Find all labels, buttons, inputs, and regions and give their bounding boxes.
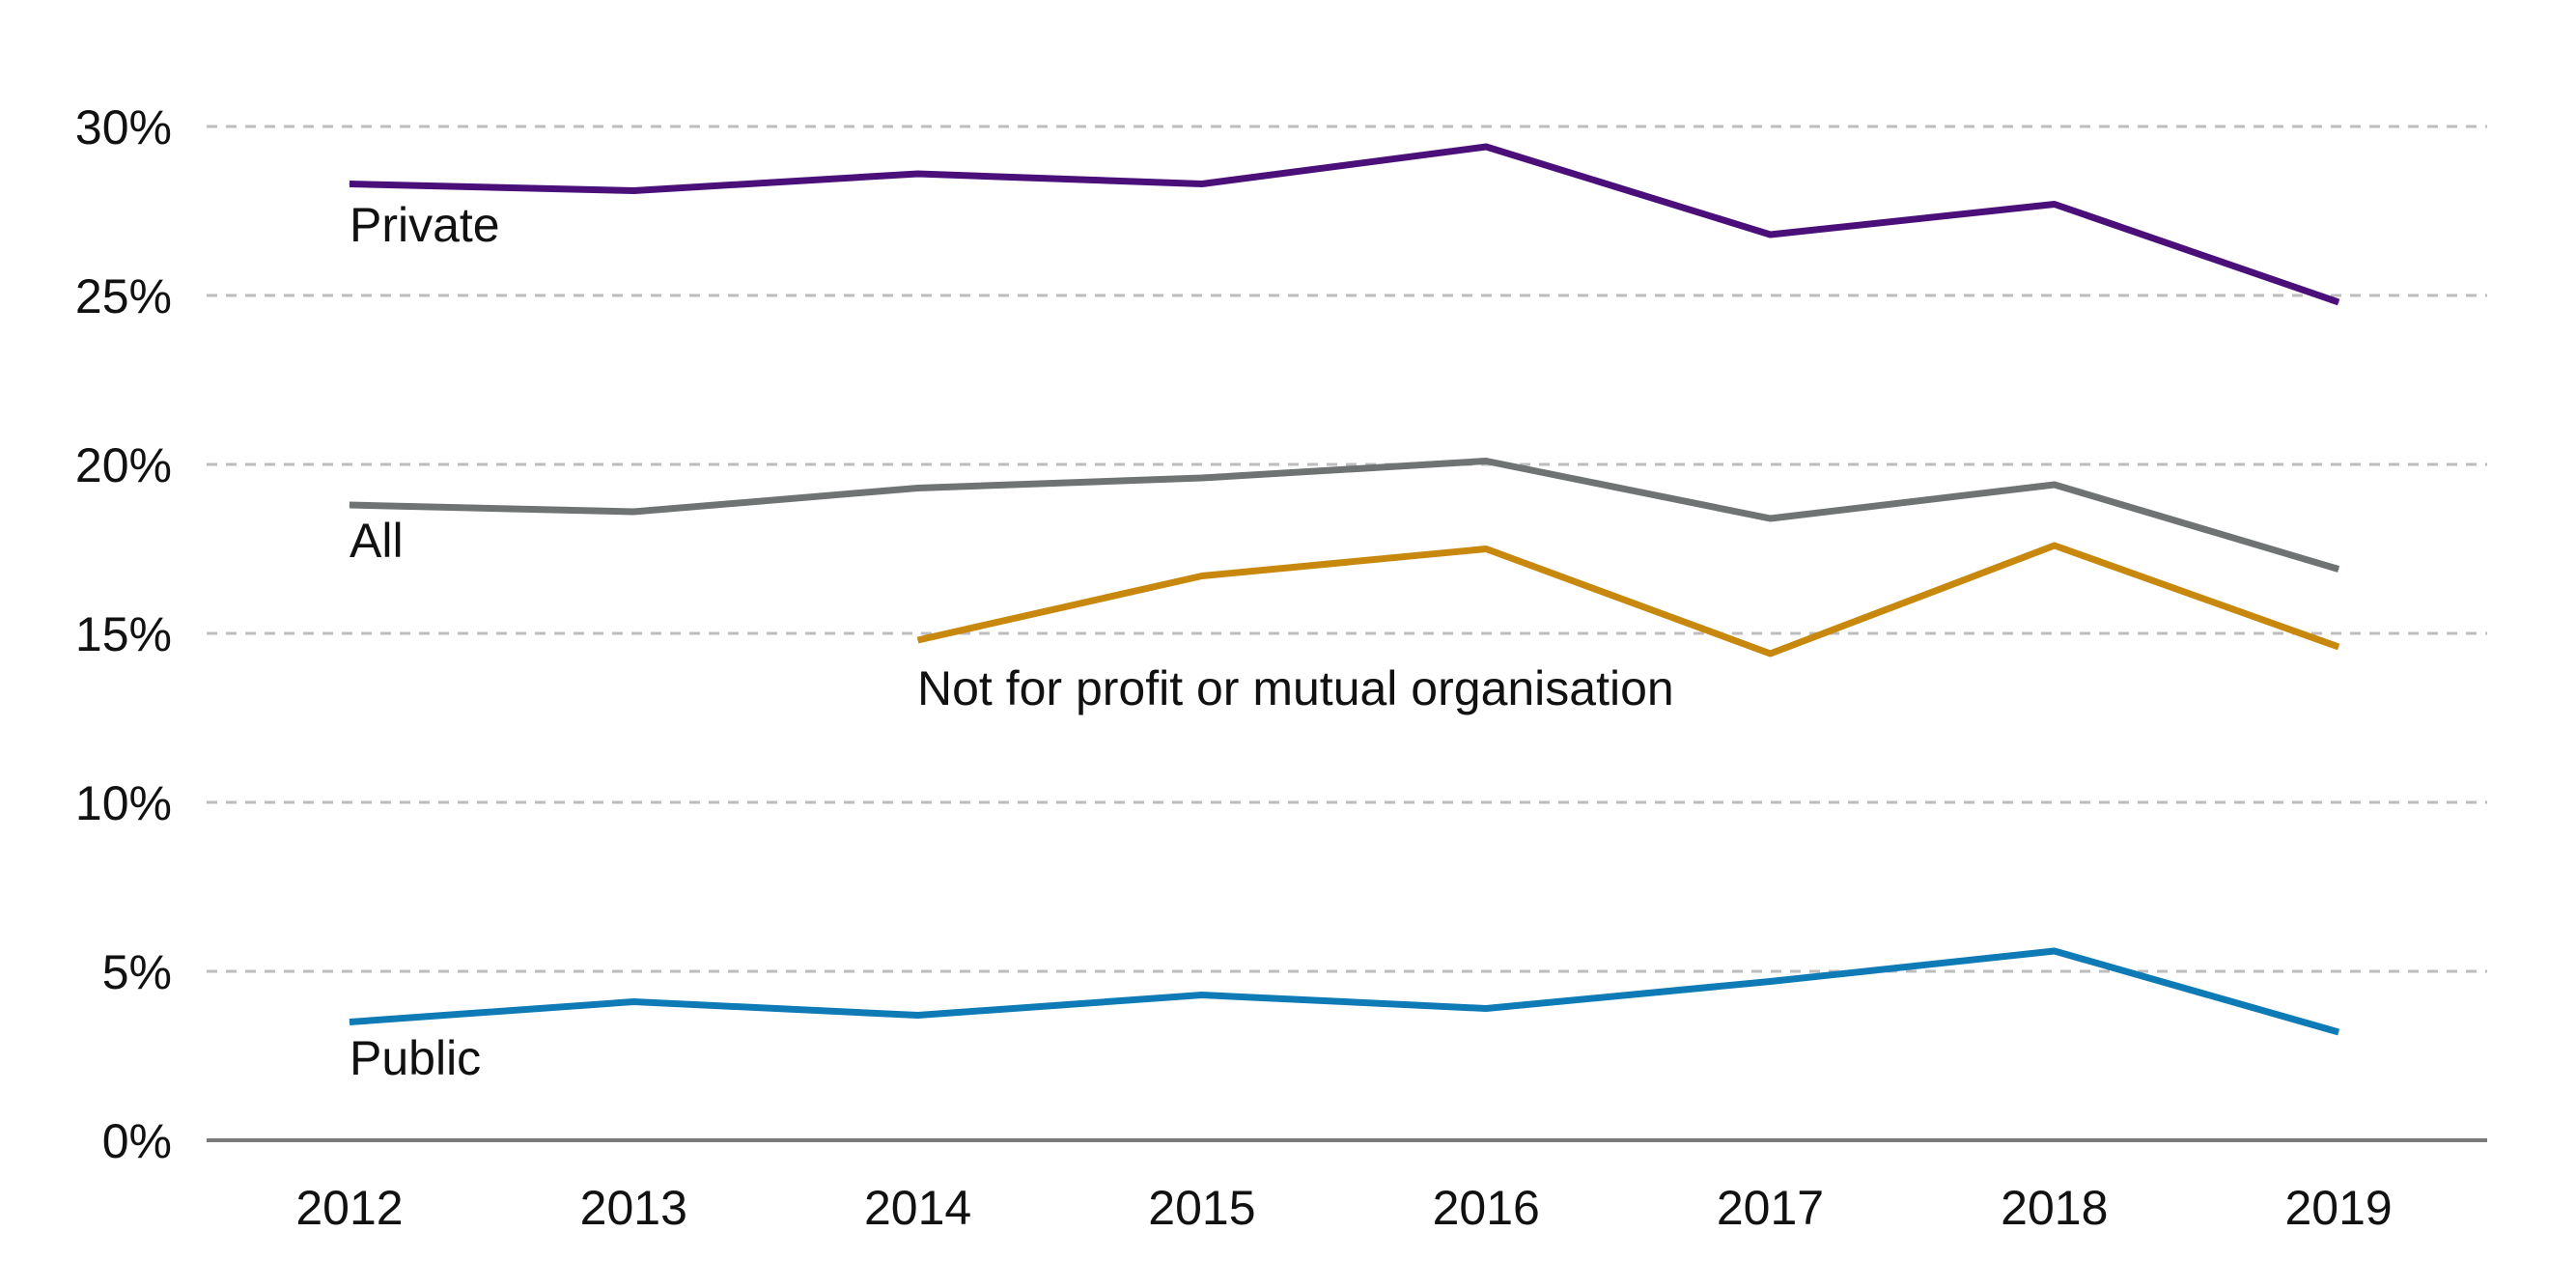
y-tick-label: 5% (102, 945, 172, 999)
data-point-all (1201, 477, 1203, 479)
data-point-public (1201, 994, 1203, 995)
data-point-public (2338, 1031, 2339, 1033)
data-point-public (632, 1001, 634, 1002)
series-label-public: Public (350, 1031, 481, 1085)
y-tick-label: 10% (75, 776, 172, 830)
series-label-not-for-profit-or-mutual-organisation: Not for profit or mutual organisation (917, 661, 1674, 715)
data-point-public (1770, 981, 1771, 982)
x-tick-label: 2014 (864, 1181, 971, 1235)
series-label-all: All (350, 514, 404, 568)
series-labels: Private All Not for profit or mutual organ… (350, 198, 1674, 1085)
data-point-all (917, 488, 919, 489)
data-point-private (2054, 204, 2056, 205)
data-point-public (917, 1015, 919, 1016)
x-tick-label: 2019 (2284, 1181, 2392, 1235)
data-point-private (632, 190, 634, 191)
data-point-all (2054, 484, 2056, 486)
x-axis-tick-labels: 2012 2013 2014 2015 2016 2017 2018 2019 (295, 1181, 2392, 1235)
data-point-private (2338, 301, 2339, 303)
data-point-all (1485, 461, 1487, 462)
series-label-private: Private (350, 198, 500, 252)
data-point-all (632, 511, 634, 513)
y-tick-label: 25% (75, 269, 172, 323)
x-tick-label: 2012 (295, 1181, 403, 1235)
y-tick-label: 0% (102, 1114, 172, 1168)
data-point-not-for-profit-or-mutual-organisation (1770, 653, 1771, 655)
series-line-not-for-profit-or-mutual-organisation (916, 542, 2340, 658)
x-tick-label: 2018 (2001, 1181, 2108, 1235)
x-tick-label: 2016 (1433, 1181, 1540, 1235)
y-tick-label: 15% (75, 607, 172, 661)
data-point-not-for-profit-or-mutual-organisation (1201, 575, 1203, 576)
data-point-private (1201, 183, 1203, 184)
data-point-private (1770, 234, 1771, 236)
y-tick-label: 30% (75, 100, 172, 154)
y-axis-tick-labels: 0% 5% 10% 15% 20% 25% 30% (75, 100, 172, 1168)
y-tick-label: 20% (75, 438, 172, 492)
data-point-private (917, 173, 919, 175)
gridlines (207, 125, 2487, 973)
data-point-all (1770, 518, 1771, 519)
x-tick-label: 2015 (1148, 1181, 1255, 1235)
x-tick-label: 2013 (580, 1181, 687, 1235)
series-lines (349, 143, 2340, 1036)
data-point-public (1485, 1008, 1487, 1009)
data-point-all (2338, 569, 2339, 570)
x-tick-label: 2017 (1717, 1181, 1824, 1235)
data-point-not-for-profit-or-mutual-organisation (917, 639, 919, 641)
series-line-public (349, 947, 2340, 1036)
series-line-all (349, 458, 2340, 573)
data-point-public (2054, 950, 2056, 952)
data-point-not-for-profit-or-mutual-organisation (2338, 646, 2339, 648)
data-point-private (1485, 146, 1487, 148)
series-line-private (349, 143, 2340, 306)
data-point-not-for-profit-or-mutual-organisation (1485, 548, 1487, 549)
